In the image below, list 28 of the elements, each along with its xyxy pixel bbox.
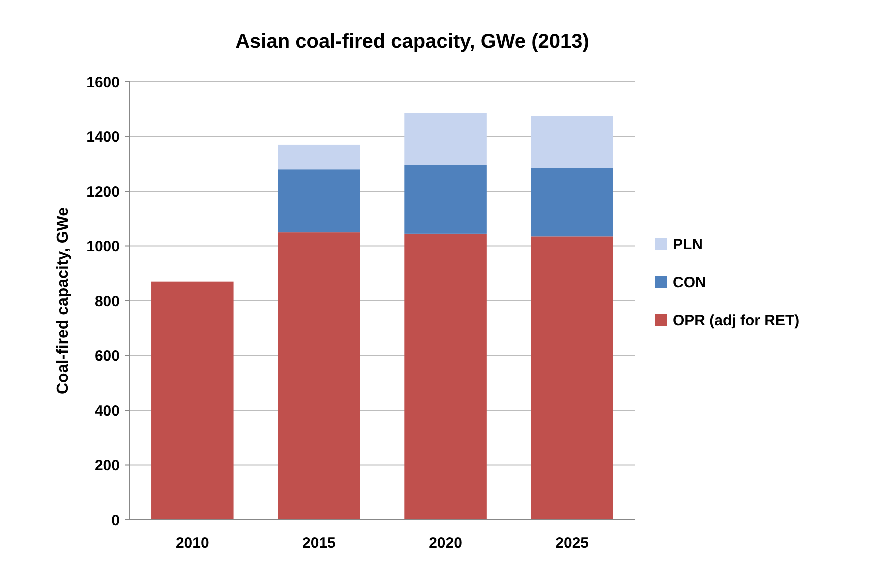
- y-tick-label: 1200: [86, 184, 120, 201]
- y-tick-label: 1000: [86, 238, 120, 256]
- bar: [404, 113, 487, 166]
- bar: [278, 232, 360, 520]
- y-axis-title: Coal-fired capacity, GWe: [55, 207, 72, 395]
- legend-label: CON: [673, 274, 706, 292]
- bar: [278, 170, 360, 233]
- chart-title: Asian coal-fired capacity, GWe (2013): [236, 31, 590, 53]
- x-tick-label: 2025: [556, 535, 590, 552]
- y-tick-label: 1600: [86, 74, 120, 92]
- y-tick-label: 800: [94, 293, 120, 310]
- legend-label: OPR (adj for RET): [673, 312, 800, 330]
- x-tick-label: 2015: [302, 535, 336, 552]
- y-tick-label: 600: [94, 348, 120, 365]
- y-tick-label: 1400: [86, 129, 120, 146]
- x-tick-label: 2010: [176, 535, 210, 552]
- legend-label: PLN: [673, 236, 703, 254]
- bar: [531, 116, 614, 168]
- bar: [152, 282, 234, 520]
- bar: [278, 144, 360, 170]
- bar: [404, 234, 487, 520]
- y-tick-label: 400: [94, 402, 120, 420]
- bar: [404, 165, 487, 234]
- x-tick-label: 2020: [429, 535, 462, 552]
- bar: [531, 168, 614, 237]
- y-tick-label: 200: [94, 458, 120, 474]
- bar: [531, 236, 614, 520]
- y-tick-label: 0: [112, 512, 120, 530]
